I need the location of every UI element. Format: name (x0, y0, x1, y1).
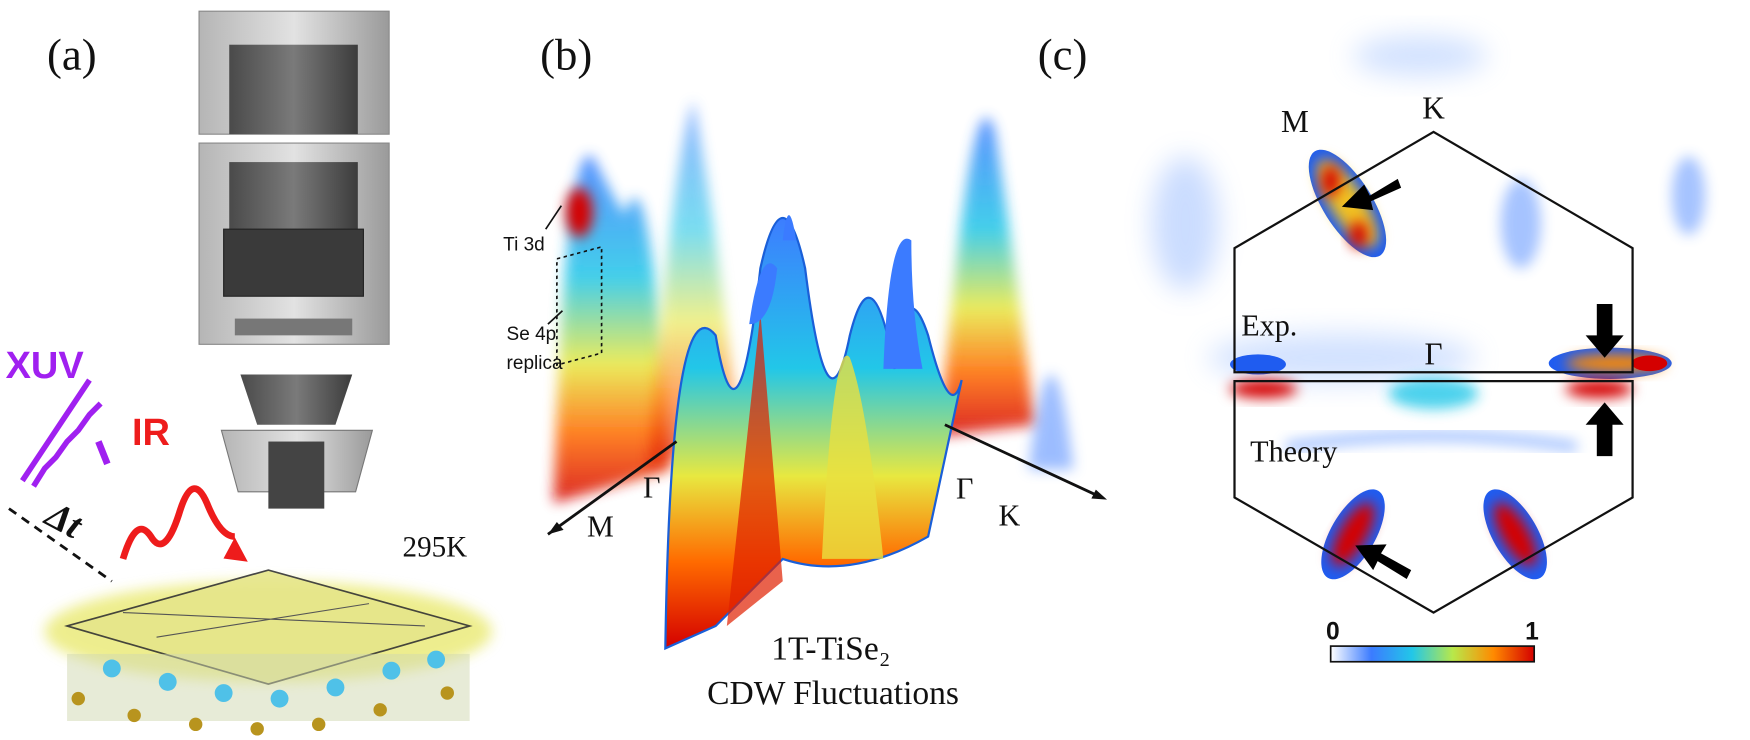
axis-label: K (999, 498, 1021, 532)
colorbar-label: 0 (1326, 618, 1340, 645)
delay-label: Δt (37, 493, 90, 548)
panel-c: (c) (1038, 29, 1706, 663)
axis-label: Γ (956, 472, 973, 506)
beam-label: XUV (6, 345, 85, 387)
axes (544, 205, 1108, 536)
panel-label: (c) (1038, 29, 1088, 79)
annotation: replica (507, 353, 563, 374)
panel-label: (b) (540, 29, 592, 79)
panel-label: (a) (47, 29, 97, 79)
panel-b: (b) Ti 3d Se 4p replica M Γ Γ (503, 29, 1108, 712)
colorbar-label: 1 (1525, 618, 1539, 645)
axis-label: Γ (643, 470, 660, 504)
axis-label: M (587, 510, 614, 544)
beams: XUV IR Δt (6, 345, 248, 583)
point-label: Γ (1424, 336, 1442, 371)
apparatus (198, 10, 390, 509)
panel-a: (a) XUV IR Δt (6, 10, 493, 736)
annotation: Ti 3d (503, 234, 545, 255)
spectra (553, 100, 1074, 651)
temperature-label: 295K (403, 532, 468, 564)
point-label: K (1422, 90, 1445, 125)
heatmap-theory (1230, 377, 1633, 580)
region-label: Exp. (1241, 308, 1297, 342)
sample (44, 569, 493, 736)
region-label: Theory (1250, 435, 1337, 469)
annotation: Se 4p (507, 324, 557, 345)
colorbar (1329, 645, 1536, 663)
beam-label: IR (132, 412, 170, 454)
brillouin-zone (1233, 130, 1634, 614)
heatmap-exp (1151, 35, 1706, 383)
caption: CDW Fluctuations (707, 675, 959, 712)
arrows (1341, 178, 1624, 580)
caption: 1T-TiSe₂ (771, 631, 890, 668)
point-label: M (1281, 104, 1309, 139)
